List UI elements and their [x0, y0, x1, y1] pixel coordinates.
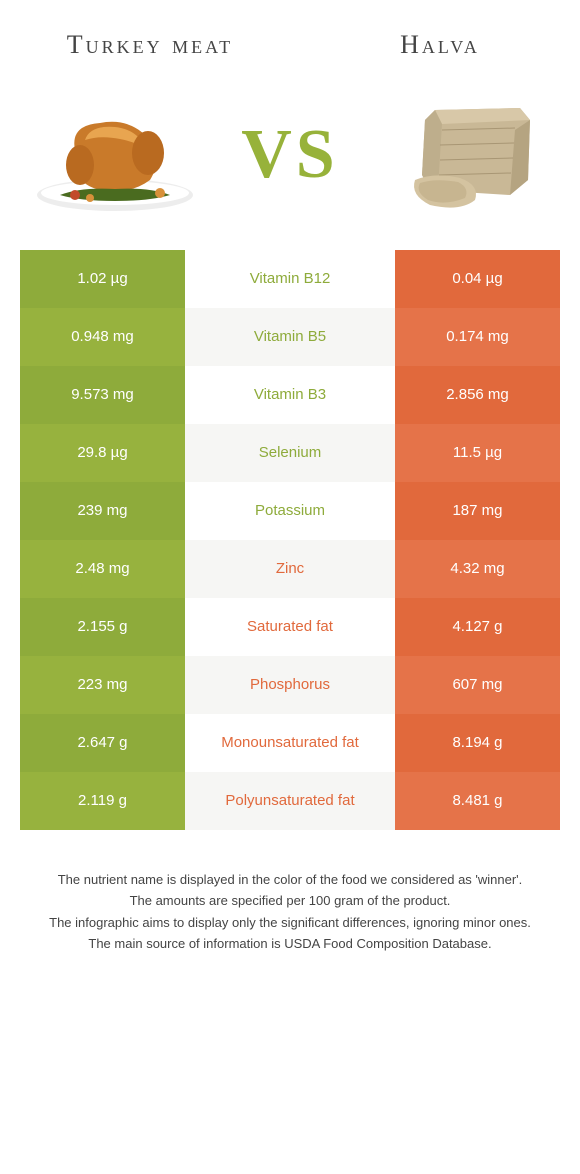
- nutrient-name: Phosphorus: [185, 656, 395, 714]
- table-row: 223 mgPhosphorus607 mg: [20, 656, 560, 714]
- table-row: 2.48 mgZinc4.32 mg: [20, 540, 560, 598]
- left-value: 239 mg: [20, 482, 185, 540]
- left-value: 0.948 mg: [20, 308, 185, 366]
- comparison-table: 1.02 µgVitamin B120.04 µg0.948 mgVitamin…: [20, 250, 560, 830]
- nutrient-name: Zinc: [185, 540, 395, 598]
- nutrient-name: Saturated fat: [185, 598, 395, 656]
- right-value: 11.5 µg: [395, 424, 560, 482]
- table-row: 0.948 mgVitamin B50.174 mg: [20, 308, 560, 366]
- right-value: 2.856 mg: [395, 366, 560, 424]
- left-value: 1.02 µg: [20, 250, 185, 308]
- left-value: 29.8 µg: [20, 424, 185, 482]
- nutrient-name: Selenium: [185, 424, 395, 482]
- table-row: 1.02 µgVitamin B120.04 µg: [20, 250, 560, 308]
- right-value: 0.04 µg: [395, 250, 560, 308]
- right-value: 4.127 g: [395, 598, 560, 656]
- infographic-container: Turkey meat Halva VS: [0, 0, 580, 954]
- footnote-line: The nutrient name is displayed in the co…: [40, 870, 540, 890]
- turkey-image: [30, 90, 200, 220]
- footnote-line: The infographic aims to display only the…: [40, 913, 540, 933]
- table-row: 2.119 gPolyunsaturated fat8.481 g: [20, 772, 560, 830]
- footnote-line: The main source of information is USDA F…: [40, 934, 540, 954]
- table-row: 2.647 gMonounsaturated fat8.194 g: [20, 714, 560, 772]
- table-row: 9.573 mgVitamin B32.856 mg: [20, 366, 560, 424]
- right-value: 8.481 g: [395, 772, 560, 830]
- titles-row: Turkey meat Halva: [0, 0, 580, 80]
- nutrient-name: Vitamin B12: [185, 250, 395, 308]
- nutrient-name: Monounsaturated fat: [185, 714, 395, 772]
- right-value: 4.32 mg: [395, 540, 560, 598]
- nutrient-name: Polyunsaturated fat: [185, 772, 395, 830]
- vs-row: VS: [0, 80, 580, 250]
- footnote-line: The amounts are specified per 100 gram o…: [40, 891, 540, 911]
- right-food-title: Halva: [360, 30, 520, 60]
- nutrient-name: Potassium: [185, 482, 395, 540]
- table-row: 29.8 µgSelenium11.5 µg: [20, 424, 560, 482]
- nutrient-name: Vitamin B5: [185, 308, 395, 366]
- left-value: 2.647 g: [20, 714, 185, 772]
- left-value: 2.119 g: [20, 772, 185, 830]
- left-food-title: Turkey meat: [60, 30, 240, 60]
- right-value: 187 mg: [395, 482, 560, 540]
- nutrient-name: Vitamin B3: [185, 366, 395, 424]
- table-row: 239 mgPotassium187 mg: [20, 482, 560, 540]
- left-value: 2.155 g: [20, 598, 185, 656]
- table-row: 2.155 gSaturated fat4.127 g: [20, 598, 560, 656]
- right-value: 0.174 mg: [395, 308, 560, 366]
- left-value: 2.48 mg: [20, 540, 185, 598]
- left-value: 9.573 mg: [20, 366, 185, 424]
- footnotes: The nutrient name is displayed in the co…: [40, 870, 540, 954]
- halva-image: [380, 90, 550, 220]
- right-value: 8.194 g: [395, 714, 560, 772]
- vs-label: VS: [241, 115, 338, 195]
- right-value: 607 mg: [395, 656, 560, 714]
- left-value: 223 mg: [20, 656, 185, 714]
